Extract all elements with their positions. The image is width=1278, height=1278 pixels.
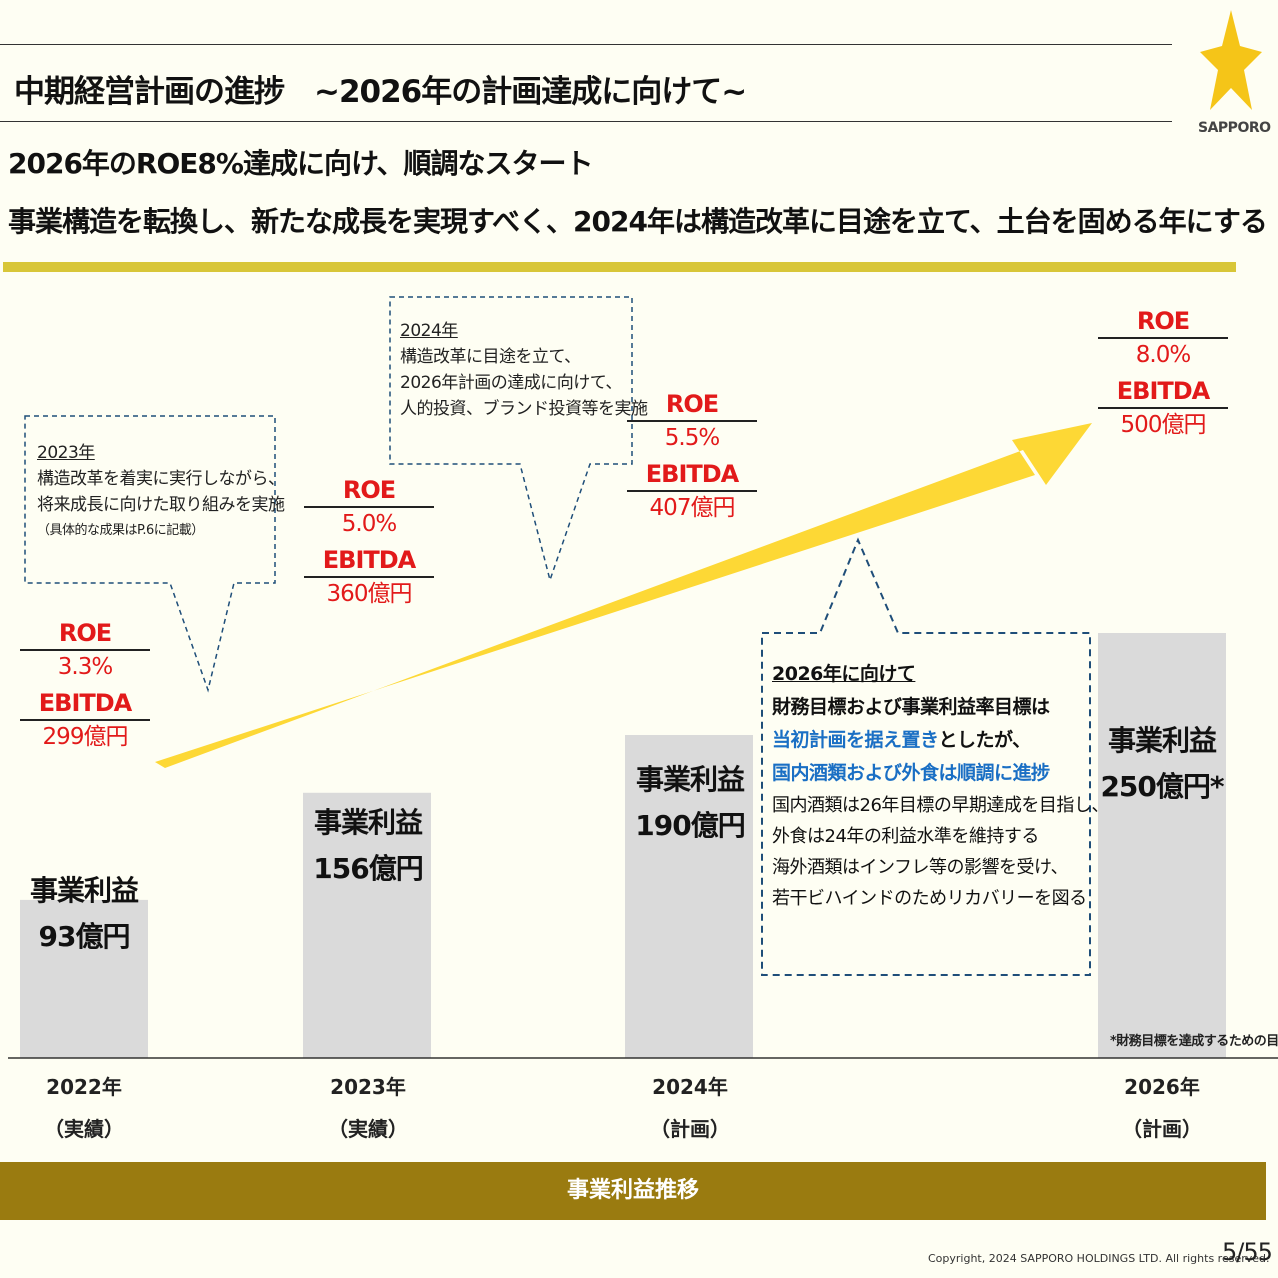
ebitda-value-2023: 360億円 — [326, 581, 413, 607]
callout-detail-2: 外食は24年の利益水準を維持する — [772, 826, 1039, 847]
bar-label-title: 事業利益 — [313, 806, 423, 839]
callout-heading: 2026年に向けて — [772, 663, 916, 685]
footnote: *財務目標を達成するための目安 — [1110, 1034, 1278, 1049]
note-2024-line-2: 2026年計画の達成に向けて、 — [400, 373, 622, 393]
roe-label: ROE — [1136, 307, 1190, 335]
roe-value-2026: 8.0% — [1135, 342, 1191, 368]
ebitda-label: EBITDA — [645, 460, 739, 488]
callout-line-2-highlight: 当初計画を据え置き — [772, 729, 939, 751]
chart-bar-2022 — [20, 899, 148, 1058]
accent-divider — [3, 262, 1236, 272]
x-tick-2023: 2023年 — [330, 1075, 406, 1099]
note-2023-small: （具体的な成果はP.6に記載） — [37, 523, 204, 538]
chart-bar-2023 — [303, 792, 431, 1058]
callout-line-3-highlight: 国内酒類および外食は順調に進捗 — [772, 762, 1050, 784]
x-label-2026: 2026年 （計画） — [1092, 1066, 1232, 1150]
x-tick-2024: 2024年 — [652, 1075, 728, 1099]
note-2024-box — [389, 296, 633, 583]
page-number: 5/55 — [1222, 1238, 1273, 1266]
bar-label-2026: 事業利益 250億円* — [1095, 718, 1229, 810]
callout-detail-1: 国内酒類は26年目標の早期達成を目指し、 — [772, 795, 1109, 816]
note-2023: 2023年 構造改革を着実に実行しながら、 将来成長に向けた取り組みを実施 （具… — [37, 440, 285, 544]
bar-label-2024: 事業利益 190億円 — [625, 757, 755, 849]
chart-bar-2024 — [625, 735, 753, 1058]
note-2024: 2024年 構造改革に目途を立て、 2026年計画の達成に向けて、 人的投資、ブ… — [400, 318, 648, 422]
metrics-2022: ROE 3.3% EBITDA 299億円 — [20, 617, 150, 757]
star-logo-icon — [1200, 10, 1262, 110]
x-label-2023: 2023年 （実績） — [298, 1066, 438, 1150]
roe-label: ROE — [342, 476, 396, 504]
chart-title-bar: 事業利益推移 — [0, 1162, 1266, 1220]
roe-label: ROE — [665, 390, 719, 418]
roe-value-2022: 3.3% — [57, 654, 113, 680]
callout-text: 2026年に向けて 財務目標および事業利益率目標は 当初計画を据え置きとしたが、… — [772, 658, 1109, 914]
page-title: 中期経営計画の進捗 ~2026年の計画達成に向けて~ — [14, 74, 747, 110]
note-2024-line-3: 人的投資、ブランド投資等を実施 — [400, 399, 648, 419]
bar-label-title: 事業利益 — [29, 874, 139, 907]
logo-text: SAPPORO — [1198, 120, 1271, 136]
ebitda-value-2026: 500億円 — [1120, 412, 1207, 438]
metrics-2024: ROE 5.5% EBITDA 407億円 — [627, 388, 757, 528]
bar-label-value-2026: 250億円* — [1100, 770, 1224, 803]
ebitda-value-2022: 299億円 — [42, 724, 129, 750]
x-sub-2023: （実績） — [328, 1117, 408, 1141]
callout-box — [761, 537, 1091, 976]
chart-bar-2026 — [1098, 633, 1226, 1058]
note-2023-heading: 2023年 — [37, 443, 95, 463]
subtitle-line-1: 2026年のROE8%達成に向け、順調なスタート — [8, 147, 594, 180]
metrics-2023: ROE 5.0% EBITDA 360億円 — [304, 474, 434, 614]
x-sub-2024: （計画） — [650, 1117, 730, 1141]
bar-label-title: 事業利益 — [1107, 724, 1217, 757]
roe-value-2024: 5.5% — [664, 425, 720, 451]
bar-label-2022: 事業利益 93億円 — [20, 868, 148, 960]
x-sub-2026: （計画） — [1122, 1117, 1202, 1141]
roe-label: ROE — [58, 619, 112, 647]
growth-arrow — [155, 423, 1092, 768]
callout-line-1: 財務目標および事業利益率目標は — [772, 696, 1050, 718]
roe-value-2023: 5.0% — [341, 511, 397, 537]
callout-line-2-rest: としたが、 — [938, 729, 1032, 751]
bar-label-2023: 事業利益 156億円 — [303, 800, 433, 892]
header-top-rule — [0, 44, 1172, 45]
ebitda-label: EBITDA — [1116, 377, 1210, 405]
bar-label-value-2024: 190億円 — [635, 809, 745, 842]
note-2024-line-1: 構造改革に目途を立て、 — [400, 347, 581, 367]
bar-label-title: 事業利益 — [635, 763, 745, 796]
callout-detail-4: 若干ビハインドのためリカバリーを図る — [772, 888, 1087, 909]
copyright: Copyright, 2024 SAPPORO HOLDINGS LTD. Al… — [928, 1252, 1270, 1265]
note-2023-line-1: 構造改革を着実に実行しながら、 — [37, 469, 285, 489]
subtitle-line-2: 事業構造を転換し、新たな成長を実現すべく、2024年は構造改革に目途を立て、土台… — [8, 205, 1268, 238]
note-2023-box — [24, 415, 276, 693]
x-label-2024: 2024年 （計画） — [620, 1066, 760, 1150]
ebitda-value-2024: 407億円 — [649, 495, 736, 521]
note-2023-line-2: 将来成長に向けた取り組みを実施 — [37, 495, 285, 515]
bar-label-value-2023: 156億円 — [313, 852, 423, 885]
x-label-2022: 2022年 （実績） — [14, 1066, 154, 1150]
x-tick-2022: 2022年 — [46, 1075, 122, 1099]
metrics-2026: ROE 8.0% EBITDA 500億円 — [1098, 305, 1228, 445]
x-sub-2022: （実績） — [44, 1117, 124, 1141]
header-bottom-rule — [0, 121, 1172, 122]
star-shape — [1200, 10, 1262, 110]
callout-detail-3: 海外酒類はインフレ等の影響を受け、 — [772, 857, 1069, 878]
ebitda-label: EBITDA — [38, 689, 132, 717]
note-2024-heading: 2024年 — [400, 321, 458, 341]
bar-label-value-2022: 93億円 — [38, 920, 131, 953]
ebitda-label: EBITDA — [322, 546, 416, 574]
x-tick-2026: 2026年 — [1124, 1075, 1200, 1099]
